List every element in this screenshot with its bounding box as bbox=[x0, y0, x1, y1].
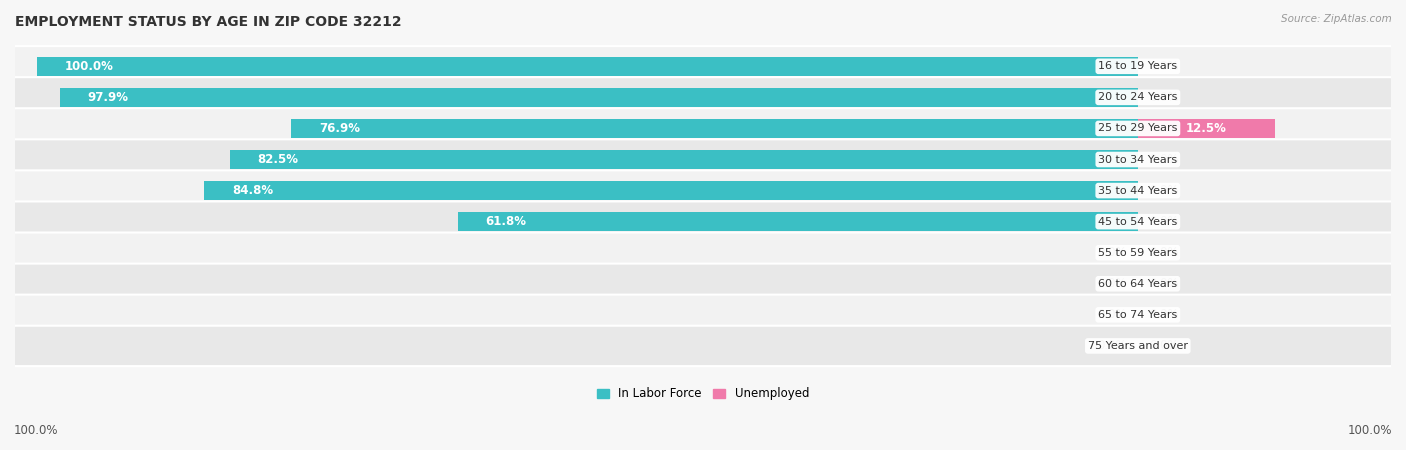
Text: 0.0%: 0.0% bbox=[1097, 277, 1126, 290]
Text: 0.0%: 0.0% bbox=[1149, 308, 1178, 321]
Text: 0.0%: 0.0% bbox=[1097, 308, 1126, 321]
Bar bbox=[457, 212, 1137, 231]
Text: 0.0%: 0.0% bbox=[1149, 215, 1178, 228]
Text: 0.0%: 0.0% bbox=[1097, 246, 1126, 259]
FancyBboxPatch shape bbox=[13, 140, 1393, 180]
FancyBboxPatch shape bbox=[13, 77, 1393, 117]
Text: 100.0%: 100.0% bbox=[14, 423, 59, 436]
Bar bbox=[1137, 119, 1275, 138]
Text: 82.5%: 82.5% bbox=[257, 153, 298, 166]
Text: 65 to 74 Years: 65 to 74 Years bbox=[1098, 310, 1177, 320]
Text: 16 to 19 Years: 16 to 19 Years bbox=[1098, 61, 1177, 71]
FancyBboxPatch shape bbox=[13, 233, 1393, 273]
Legend: In Labor Force, Unemployed: In Labor Force, Unemployed bbox=[591, 382, 815, 406]
FancyBboxPatch shape bbox=[13, 46, 1393, 86]
FancyBboxPatch shape bbox=[13, 171, 1393, 211]
Text: 97.9%: 97.9% bbox=[87, 91, 129, 104]
Bar bbox=[204, 181, 1137, 200]
Text: 0.0%: 0.0% bbox=[1149, 153, 1178, 166]
Text: 100.0%: 100.0% bbox=[65, 60, 114, 73]
Text: 75 Years and over: 75 Years and over bbox=[1088, 341, 1188, 351]
Bar bbox=[60, 88, 1137, 107]
Text: 20 to 24 Years: 20 to 24 Years bbox=[1098, 92, 1177, 102]
Text: 25 to 29 Years: 25 to 29 Years bbox=[1098, 123, 1177, 134]
Text: 0.0%: 0.0% bbox=[1149, 246, 1178, 259]
Text: 0.0%: 0.0% bbox=[1149, 60, 1178, 73]
FancyBboxPatch shape bbox=[13, 295, 1393, 335]
Text: 35 to 44 Years: 35 to 44 Years bbox=[1098, 185, 1177, 196]
Text: 0.0%: 0.0% bbox=[1097, 339, 1126, 352]
Text: 84.8%: 84.8% bbox=[232, 184, 273, 197]
Text: 45 to 54 Years: 45 to 54 Years bbox=[1098, 216, 1177, 227]
FancyBboxPatch shape bbox=[13, 108, 1393, 148]
Bar bbox=[291, 119, 1137, 138]
Text: 12.5%: 12.5% bbox=[1187, 122, 1227, 135]
Bar bbox=[37, 57, 1137, 76]
Text: 100.0%: 100.0% bbox=[1347, 423, 1392, 436]
Text: 61.8%: 61.8% bbox=[485, 215, 526, 228]
Text: 0.0%: 0.0% bbox=[1149, 184, 1178, 197]
Text: Source: ZipAtlas.com: Source: ZipAtlas.com bbox=[1281, 14, 1392, 23]
FancyBboxPatch shape bbox=[13, 202, 1393, 242]
Text: EMPLOYMENT STATUS BY AGE IN ZIP CODE 32212: EMPLOYMENT STATUS BY AGE IN ZIP CODE 322… bbox=[15, 15, 402, 29]
Text: 76.9%: 76.9% bbox=[319, 122, 360, 135]
Text: 55 to 59 Years: 55 to 59 Years bbox=[1098, 248, 1177, 258]
Text: 0.0%: 0.0% bbox=[1149, 91, 1178, 104]
Text: 0.0%: 0.0% bbox=[1149, 339, 1178, 352]
Text: 60 to 64 Years: 60 to 64 Years bbox=[1098, 279, 1177, 289]
FancyBboxPatch shape bbox=[13, 264, 1393, 304]
Bar bbox=[229, 150, 1137, 169]
Text: 30 to 34 Years: 30 to 34 Years bbox=[1098, 154, 1177, 165]
FancyBboxPatch shape bbox=[13, 326, 1393, 366]
Text: 0.0%: 0.0% bbox=[1149, 277, 1178, 290]
